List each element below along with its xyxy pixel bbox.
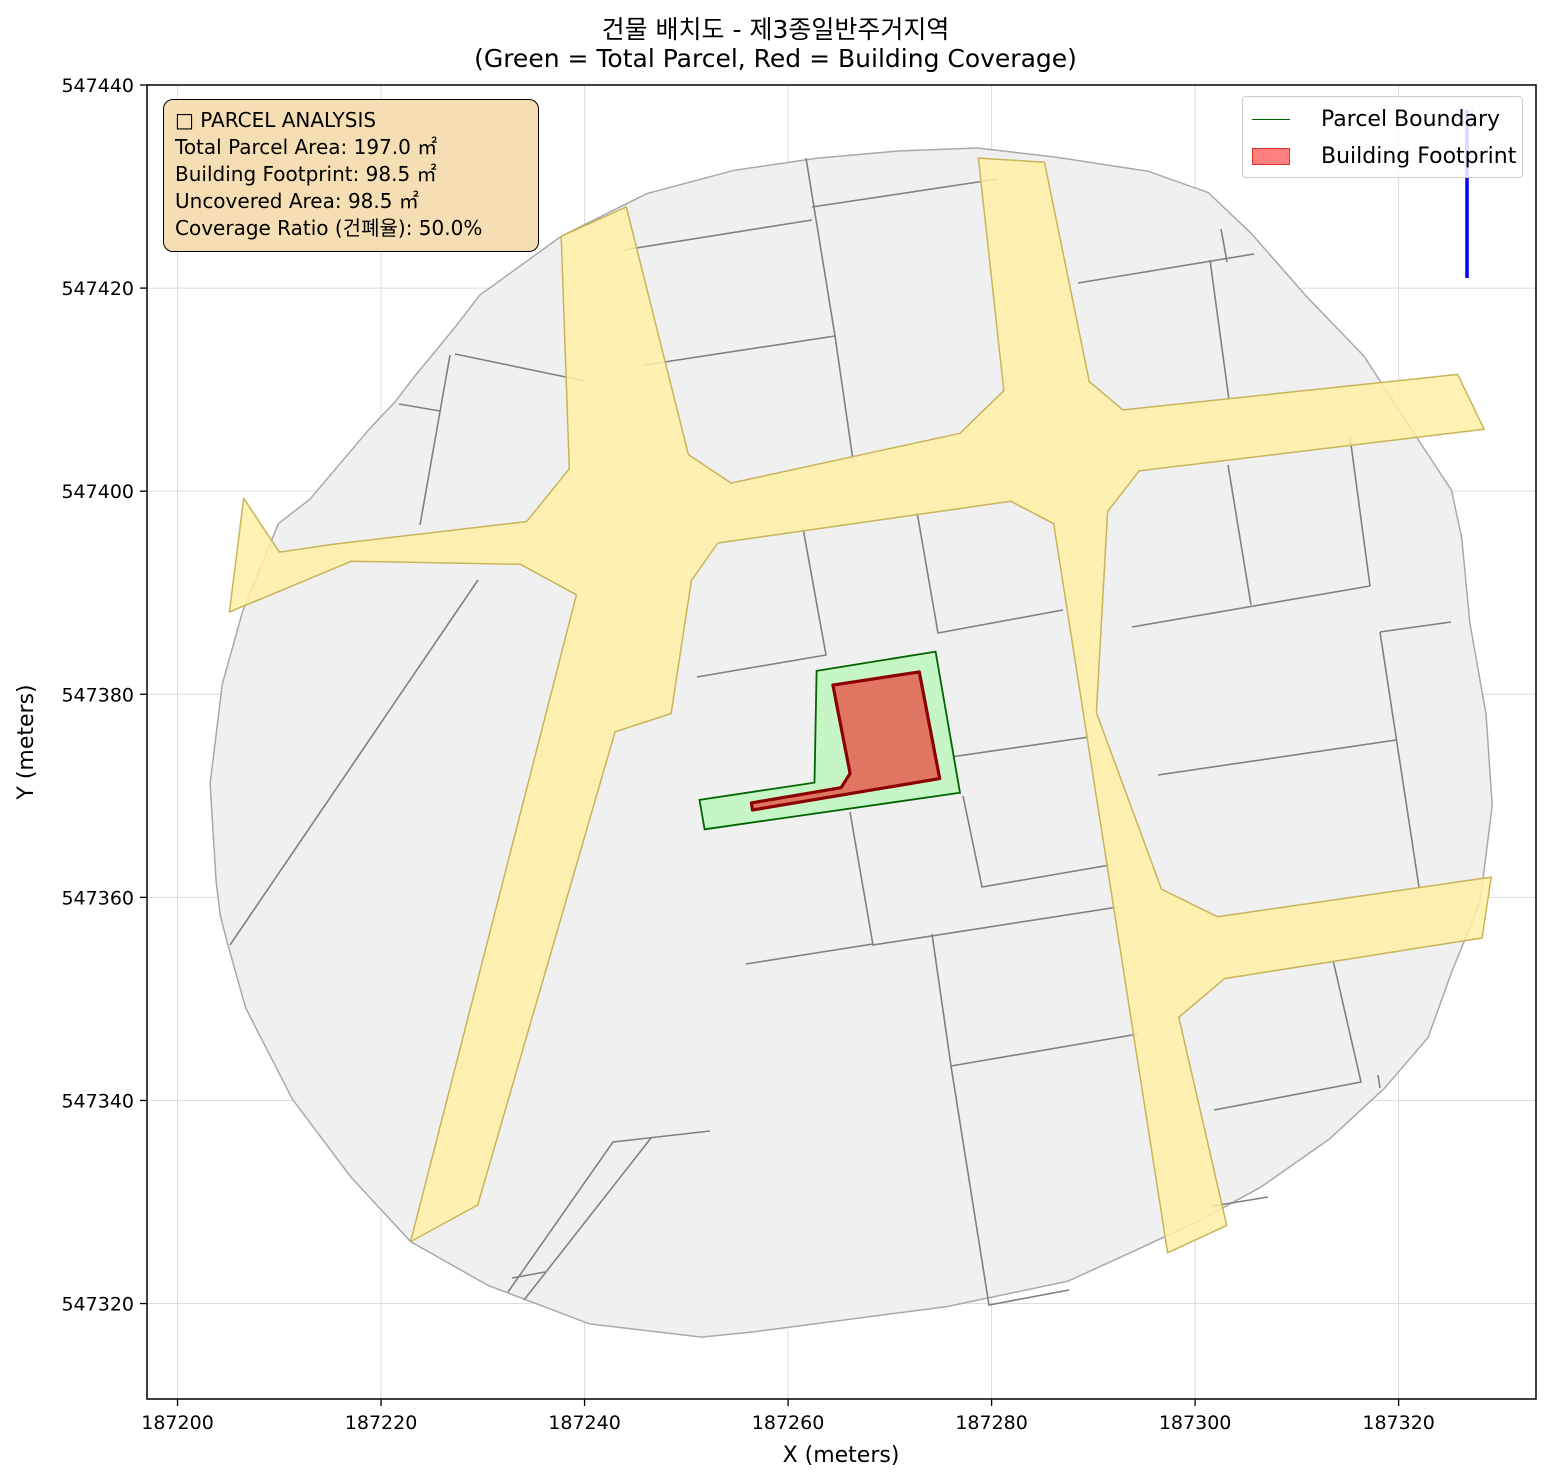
block-line [929,736,1090,761]
info-uncovered-area: Uncovered Area: 98.5 ㎡ [175,189,419,213]
block-line [454,353,586,382]
chart-title-line1: 건물 배치도 - 제3종일반주거지역 [601,15,950,44]
block-line [1157,739,1397,776]
y-tick-label: 547340 [61,1090,134,1112]
y-axis-label: Y (meters) [14,684,39,800]
block-line [398,403,441,412]
block-line [696,527,827,678]
y-tick-label: 547440 [61,75,134,97]
block-line [1209,259,1230,401]
x-tick-label: 187320 [1362,1412,1435,1434]
block-line [623,219,813,251]
x-tick-label: 187300 [1159,1412,1232,1434]
block-line [745,943,874,965]
info-total-area: Total Parcel Area: 197.0 ㎡ [175,135,438,159]
road-network [228,157,1492,1254]
info-coverage-ratio: Coverage Ratio (건폐율): 50.0% [175,216,483,240]
info-building-footprint: Building Footprint: 98.5 ㎡ [175,162,437,186]
y-tick-label: 547420 [61,278,134,300]
y-axis-ticks: 547320 547340 547360 547380 547400 547420 5474… [61,75,147,1316]
block-line [811,178,999,208]
block-line [1220,228,1228,263]
x-tick-label: 187200 [141,1412,214,1434]
info-heading: □ PARCEL ANALYSIS [175,108,377,132]
block-line [1377,1074,1381,1089]
building-footprint [749,670,942,812]
x-tick-label: 187260 [752,1412,825,1434]
legend: Parcel Boundary Building Footprint [1242,96,1523,178]
block-line [916,511,1064,634]
x-axis-ticks: 187200 187220 187240 187260 187280 187300 1873… [141,1399,1435,1434]
x-tick-label: 187240 [548,1412,621,1434]
block-line [962,795,1111,888]
legend-item-parcel: Parcel Boundary [1252,104,1500,134]
block-line [834,335,854,461]
parcel-analysis-box: □ PARCEL ANALYSIS Total Parcel Area: 197… [163,99,539,252]
x-tick-label: 187220 [345,1412,418,1434]
block-lines [229,157,1452,1306]
y-tick-label: 547380 [61,684,134,706]
block-line [1349,436,1371,587]
block-line [507,1130,711,1293]
block-line [419,354,451,526]
chart-title-line2: (Green = Total Parcel, Red = Building Co… [474,44,1077,73]
legend-label-building: Building Footprint [1321,143,1517,169]
block-line [849,811,1119,946]
block-line [1379,631,1420,888]
block-line [1379,621,1452,633]
axes-frame [146,84,1537,1400]
x-tick-label: 187280 [955,1412,1028,1434]
legend-item-building: Building Footprint [1252,141,1516,171]
legend-label-parcel: Parcel Boundary [1321,106,1501,132]
y-tick-label: 547360 [61,887,134,909]
y-tick-label: 547400 [61,481,134,503]
block-line [1131,585,1371,628]
legend-line-swatch [1252,118,1290,120]
x-axis-label: X (meters) [783,1443,900,1468]
block-line [1077,253,1255,284]
block-line [950,1065,1070,1306]
block-line [511,1271,546,1279]
block-line [1213,959,1362,1111]
block-line [1227,464,1252,606]
block-line [229,579,479,946]
legend-patch-swatch [1252,147,1290,165]
y-tick-label: 547320 [61,1294,134,1316]
block-line [523,1137,652,1301]
